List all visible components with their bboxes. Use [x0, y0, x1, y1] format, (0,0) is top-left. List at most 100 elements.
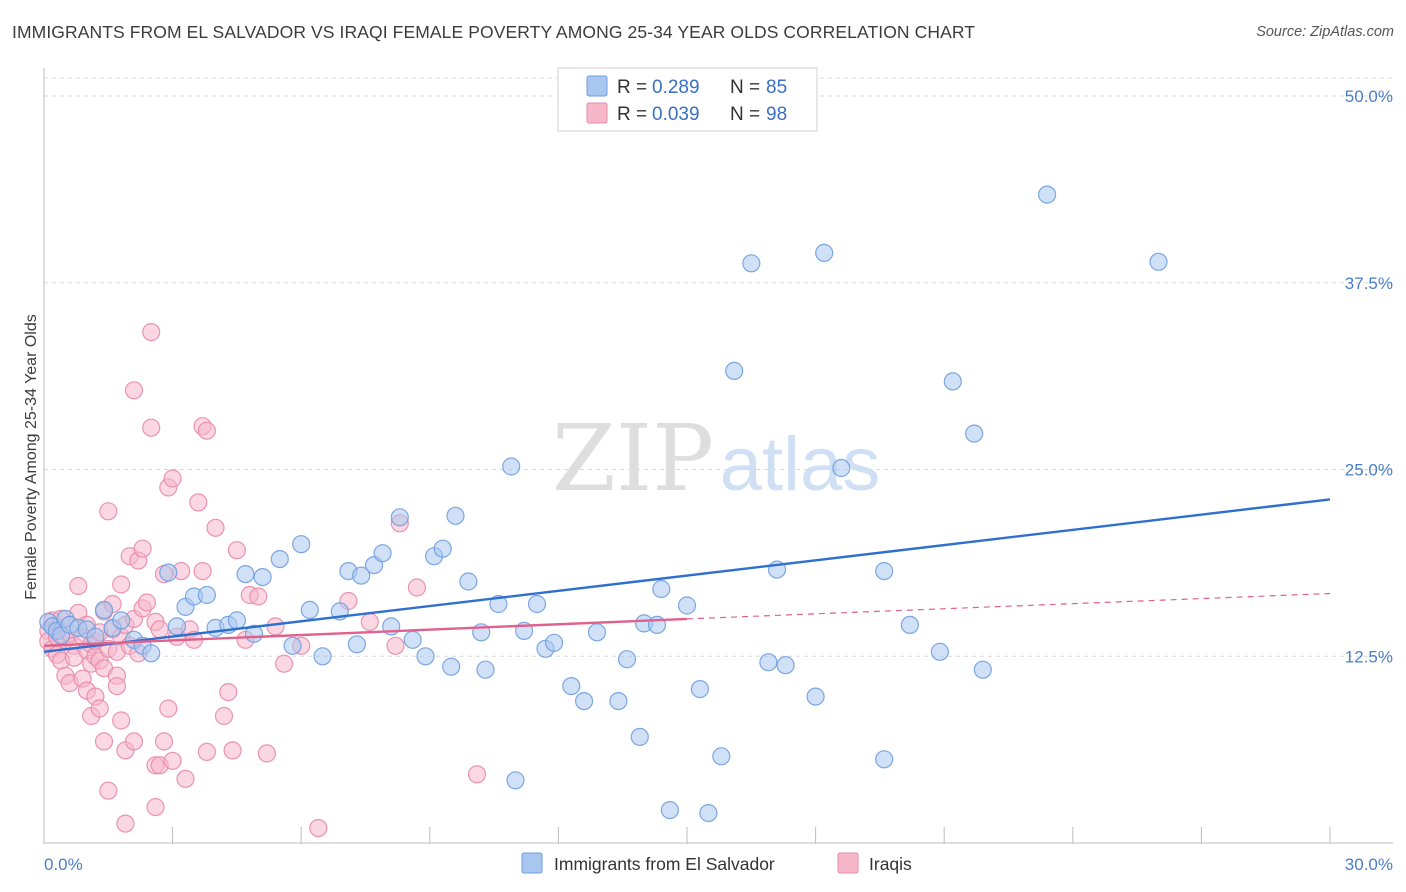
el-salvador-point: [373, 544, 392, 563]
legend-n-value-1: 85: [766, 77, 787, 98]
y-axis-title: Female Poverty Among 25-34 Year Olds: [23, 314, 40, 600]
el-salvador-point: [832, 458, 851, 478]
legend-r-value-1: 0.289: [652, 77, 700, 98]
el-salvador-point: [283, 636, 302, 655]
iraqis-point: [137, 593, 156, 612]
iraqis-point: [257, 744, 276, 763]
iraqis-point: [154, 732, 174, 751]
el-salvador-point: [806, 687, 825, 706]
el-salvador-point: [699, 803, 718, 823]
el-salvador-point: [875, 750, 894, 769]
iraqis-point: [176, 769, 195, 788]
legend-n-value-2: 98: [766, 104, 787, 125]
y-tick-label: 25.0%: [1345, 461, 1393, 480]
iraqis-point: [197, 742, 216, 762]
el-salvador-point: [527, 594, 547, 614]
legend-swatch-iraqis: [586, 102, 608, 124]
el-salvador-point: [403, 630, 422, 649]
iraqis-point: [69, 576, 88, 596]
el-salvador-point: [677, 596, 697, 615]
el-salvador-trend-line: [43, 498, 1331, 653]
el-salvador-point: [965, 424, 984, 443]
iraqis-point: [223, 741, 242, 760]
el-salvador-point: [1149, 252, 1168, 271]
x-tick-label-min: 0.0%: [44, 855, 83, 874]
el-salvador-point: [1037, 185, 1057, 204]
el-salvador-point: [476, 660, 495, 679]
iraqis-point: [189, 493, 208, 512]
bottom-legend: Immigrants from El Salvador Iraqis: [521, 852, 912, 874]
iraqis-point: [94, 732, 114, 751]
legend-r-value-2: 0.039: [652, 104, 700, 125]
el-salvador-point: [587, 623, 607, 642]
el-salvador-point: [544, 633, 564, 652]
bottom-legend-swatch-iraqis: [837, 852, 859, 874]
el-salvador-point: [270, 549, 289, 569]
bottom-legend-label-el-salvador: Immigrants from El Salvador: [554, 854, 775, 874]
legend-r-label-1: R =: [617, 77, 647, 98]
el-salvador-point: [347, 635, 366, 654]
el-salvador-point: [725, 361, 744, 380]
iraqis-point: [163, 469, 182, 488]
iraqis-point: [99, 502, 118, 521]
el-salvador-point: [930, 642, 950, 661]
source-label: Source: ZipAtlas.com: [1256, 24, 1394, 40]
watermark: ZIP atlas: [552, 405, 880, 512]
el-salvador-point: [442, 657, 461, 676]
el-salvador-point: [489, 594, 508, 614]
el-salvador-point: [142, 644, 161, 663]
el-salvador-point: [652, 579, 671, 599]
el-salvador-point: [459, 572, 478, 591]
iraqis-point: [467, 765, 487, 784]
tick-labels: 0.0% 30.0% 12.5% 25.0% 37.5% 50.0%: [44, 87, 1393, 874]
iraqis-point: [163, 751, 182, 770]
iraqis-point: [407, 578, 426, 597]
iraqis-point: [275, 654, 294, 673]
el-salvador-point: [446, 506, 465, 525]
legend-n-label-2: N =: [730, 104, 760, 125]
el-salvador-point: [875, 561, 894, 581]
iraqis-point: [214, 706, 234, 726]
watermark-zip: ZIP: [552, 405, 714, 512]
el-salvador-point: [900, 615, 920, 635]
axes: [43, 68, 1393, 844]
y-tick-label: 12.5%: [1345, 647, 1393, 666]
iraqis-point: [309, 818, 328, 838]
el-salvador-point: [253, 567, 272, 587]
el-salvador-point: [562, 676, 581, 696]
iraqis-point: [197, 421, 216, 440]
chart-title: IMMIGRANTS FROM EL SALVADOR VS IRAQI FEM…: [12, 22, 976, 42]
trend-lines: [43, 498, 1331, 653]
iraqis-point: [90, 699, 109, 718]
el-salvador-point: [433, 539, 452, 558]
iraqis-point: [99, 781, 118, 800]
el-salvador-point: [390, 508, 409, 527]
iraqis-point: [219, 682, 238, 702]
el-salvador-point: [94, 600, 114, 620]
el-salvador-point: [112, 611, 131, 630]
el-salvador-point: [159, 563, 178, 582]
iraqis-point: [124, 732, 144, 751]
iraqis-point: [206, 518, 225, 537]
iraqis-point: [386, 636, 405, 655]
legend-n-label-1: N =: [730, 77, 760, 98]
el-salvador-point: [973, 660, 992, 679]
el-salvador-point: [197, 585, 216, 605]
el-salvador-point: [815, 243, 834, 262]
el-salvador-point: [690, 679, 710, 699]
iraqis-point: [193, 561, 212, 581]
bottom-legend-swatch-el-salvador: [521, 852, 543, 874]
iraqis-trend-line: [43, 617, 688, 647]
iraqis-point: [112, 711, 131, 730]
legend-r-label-2: R =: [617, 104, 647, 125]
el-salvador-point: [352, 566, 371, 585]
iraqis-point: [116, 814, 135, 833]
el-salvador-point: [502, 457, 521, 476]
iraqis-point: [142, 418, 161, 437]
el-salvador-point: [300, 600, 319, 620]
legend: R = 0.289 N = 85 R = 0.039 N = 98: [557, 67, 818, 132]
iraqis-point: [112, 575, 131, 594]
iraqis-point: [150, 620, 169, 639]
iraqis-point: [124, 381, 144, 400]
